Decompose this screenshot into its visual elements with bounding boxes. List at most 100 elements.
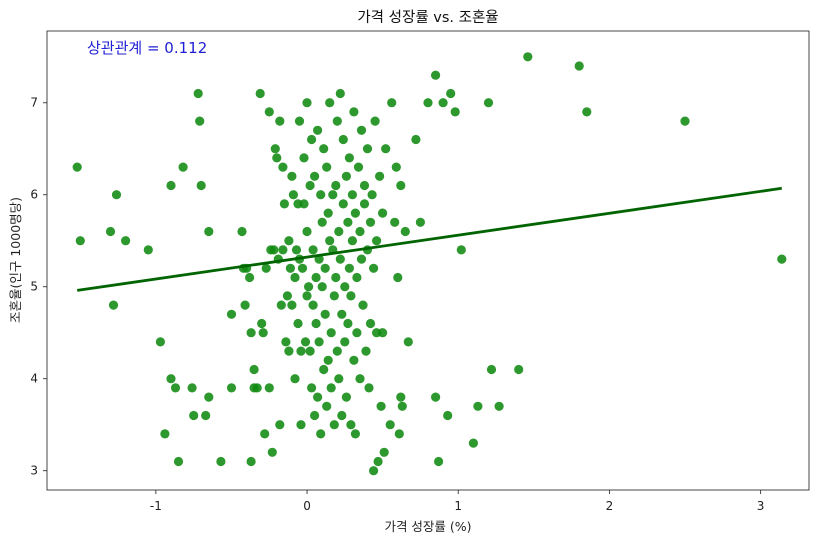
points-layer — [72, 52, 787, 476]
scatter-point — [450, 107, 460, 117]
scatter-point — [390, 217, 400, 227]
trend-line — [77, 186, 782, 292]
scatter-point — [394, 429, 404, 439]
scatter-point — [305, 346, 315, 356]
correlation-annotation: 상관관계 = 0.112 — [87, 39, 207, 57]
scatter-point — [385, 420, 395, 430]
scatter-point — [334, 374, 344, 384]
scatter-point — [434, 456, 444, 467]
scatter-point — [344, 263, 354, 273]
scatter-point — [322, 401, 332, 411]
scatter-point — [281, 337, 291, 347]
scatter-point — [105, 226, 116, 237]
x-axis-label: 가격 성장률 (%) — [384, 519, 471, 534]
scatter-point — [353, 162, 364, 172]
scatter-point — [574, 61, 584, 71]
scatter-point — [370, 116, 380, 126]
scatter-point — [376, 401, 386, 411]
scatter-point — [293, 318, 303, 329]
scatter-point — [249, 364, 259, 375]
scatter-point — [170, 383, 181, 393]
scatter-point — [226, 309, 237, 319]
scatter-point — [378, 208, 388, 218]
scatter-point — [349, 355, 359, 365]
scatter-point — [307, 134, 317, 145]
scatter-point — [431, 392, 441, 402]
scatter-point — [369, 466, 379, 476]
scatter-point — [379, 447, 389, 457]
x-tick-label: 0 — [303, 499, 311, 513]
scatter-point — [400, 226, 410, 237]
x-tick-label: 3 — [757, 499, 765, 513]
scatter-point — [323, 208, 333, 218]
scatter-point — [287, 171, 297, 181]
scatter-point — [473, 401, 483, 411]
y-tick-label: 3 — [30, 464, 38, 478]
scatter-point — [343, 318, 353, 329]
scatter-point — [261, 263, 271, 273]
scatter-point — [252, 383, 262, 393]
scatter-point — [352, 272, 362, 283]
scatter-point — [431, 70, 441, 80]
scatter-point — [346, 420, 356, 430]
y-tick-label: 5 — [30, 280, 38, 294]
scatter-point — [352, 328, 362, 338]
scatter-point — [143, 245, 153, 255]
scatter-point — [313, 125, 323, 135]
scatter-point — [411, 134, 421, 145]
x-tick-label: -1 — [150, 499, 162, 513]
scatter-point — [275, 116, 285, 126]
y-tick-label: 6 — [30, 188, 38, 202]
y-axis-ticks: 3 4 5 6 7 — [30, 96, 47, 478]
scatter-point — [325, 98, 335, 108]
scatter-point — [299, 199, 309, 209]
scatter-point — [155, 337, 165, 347]
scatter-point — [296, 346, 306, 356]
scatter-point — [246, 328, 256, 338]
scatter-point — [316, 429, 326, 439]
scatter-point — [346, 291, 356, 301]
scatter-point — [391, 162, 401, 172]
scatter-point — [258, 328, 268, 338]
scatter-point — [319, 144, 329, 154]
y-tick-label: 4 — [30, 372, 38, 386]
scatter-point — [468, 438, 478, 448]
scatter-point — [332, 346, 342, 356]
scatter-point — [264, 383, 274, 393]
scatter-point — [311, 318, 321, 329]
scatter-point — [314, 337, 324, 347]
scatter-point — [361, 346, 371, 356]
scatter-point — [372, 236, 382, 246]
scatter-point — [373, 456, 383, 467]
scatter-point — [320, 309, 330, 319]
scatter-point — [335, 254, 345, 264]
scatter-point — [284, 236, 294, 246]
scatter-point — [358, 300, 368, 310]
scatter-point — [423, 98, 433, 108]
scatter-point — [323, 355, 333, 365]
scatter-point — [311, 272, 321, 283]
scatter-point — [378, 328, 388, 338]
scatter-point — [347, 236, 357, 246]
scatter-point — [328, 190, 338, 200]
scatter-point — [278, 245, 288, 255]
scatter-point — [443, 410, 453, 421]
scatter-point — [108, 300, 119, 310]
x-tick-label: 1 — [454, 499, 462, 513]
scatter-point — [255, 88, 265, 99]
scatter-point — [246, 456, 256, 467]
scatter-point — [350, 208, 360, 218]
scatter-point — [160, 429, 170, 439]
chart-title: 가격 성장률 vs. 조혼율 — [357, 9, 498, 26]
scatter-point — [204, 392, 214, 402]
scatter-point — [270, 144, 280, 154]
scatter-point — [287, 300, 297, 310]
scatter-point — [317, 282, 327, 292]
scatter-point — [302, 226, 312, 237]
scatter-point — [326, 328, 336, 338]
scatter-point — [359, 180, 370, 191]
scatter-point — [355, 374, 365, 384]
scatter-point — [257, 318, 267, 329]
scatter-point — [193, 88, 203, 99]
